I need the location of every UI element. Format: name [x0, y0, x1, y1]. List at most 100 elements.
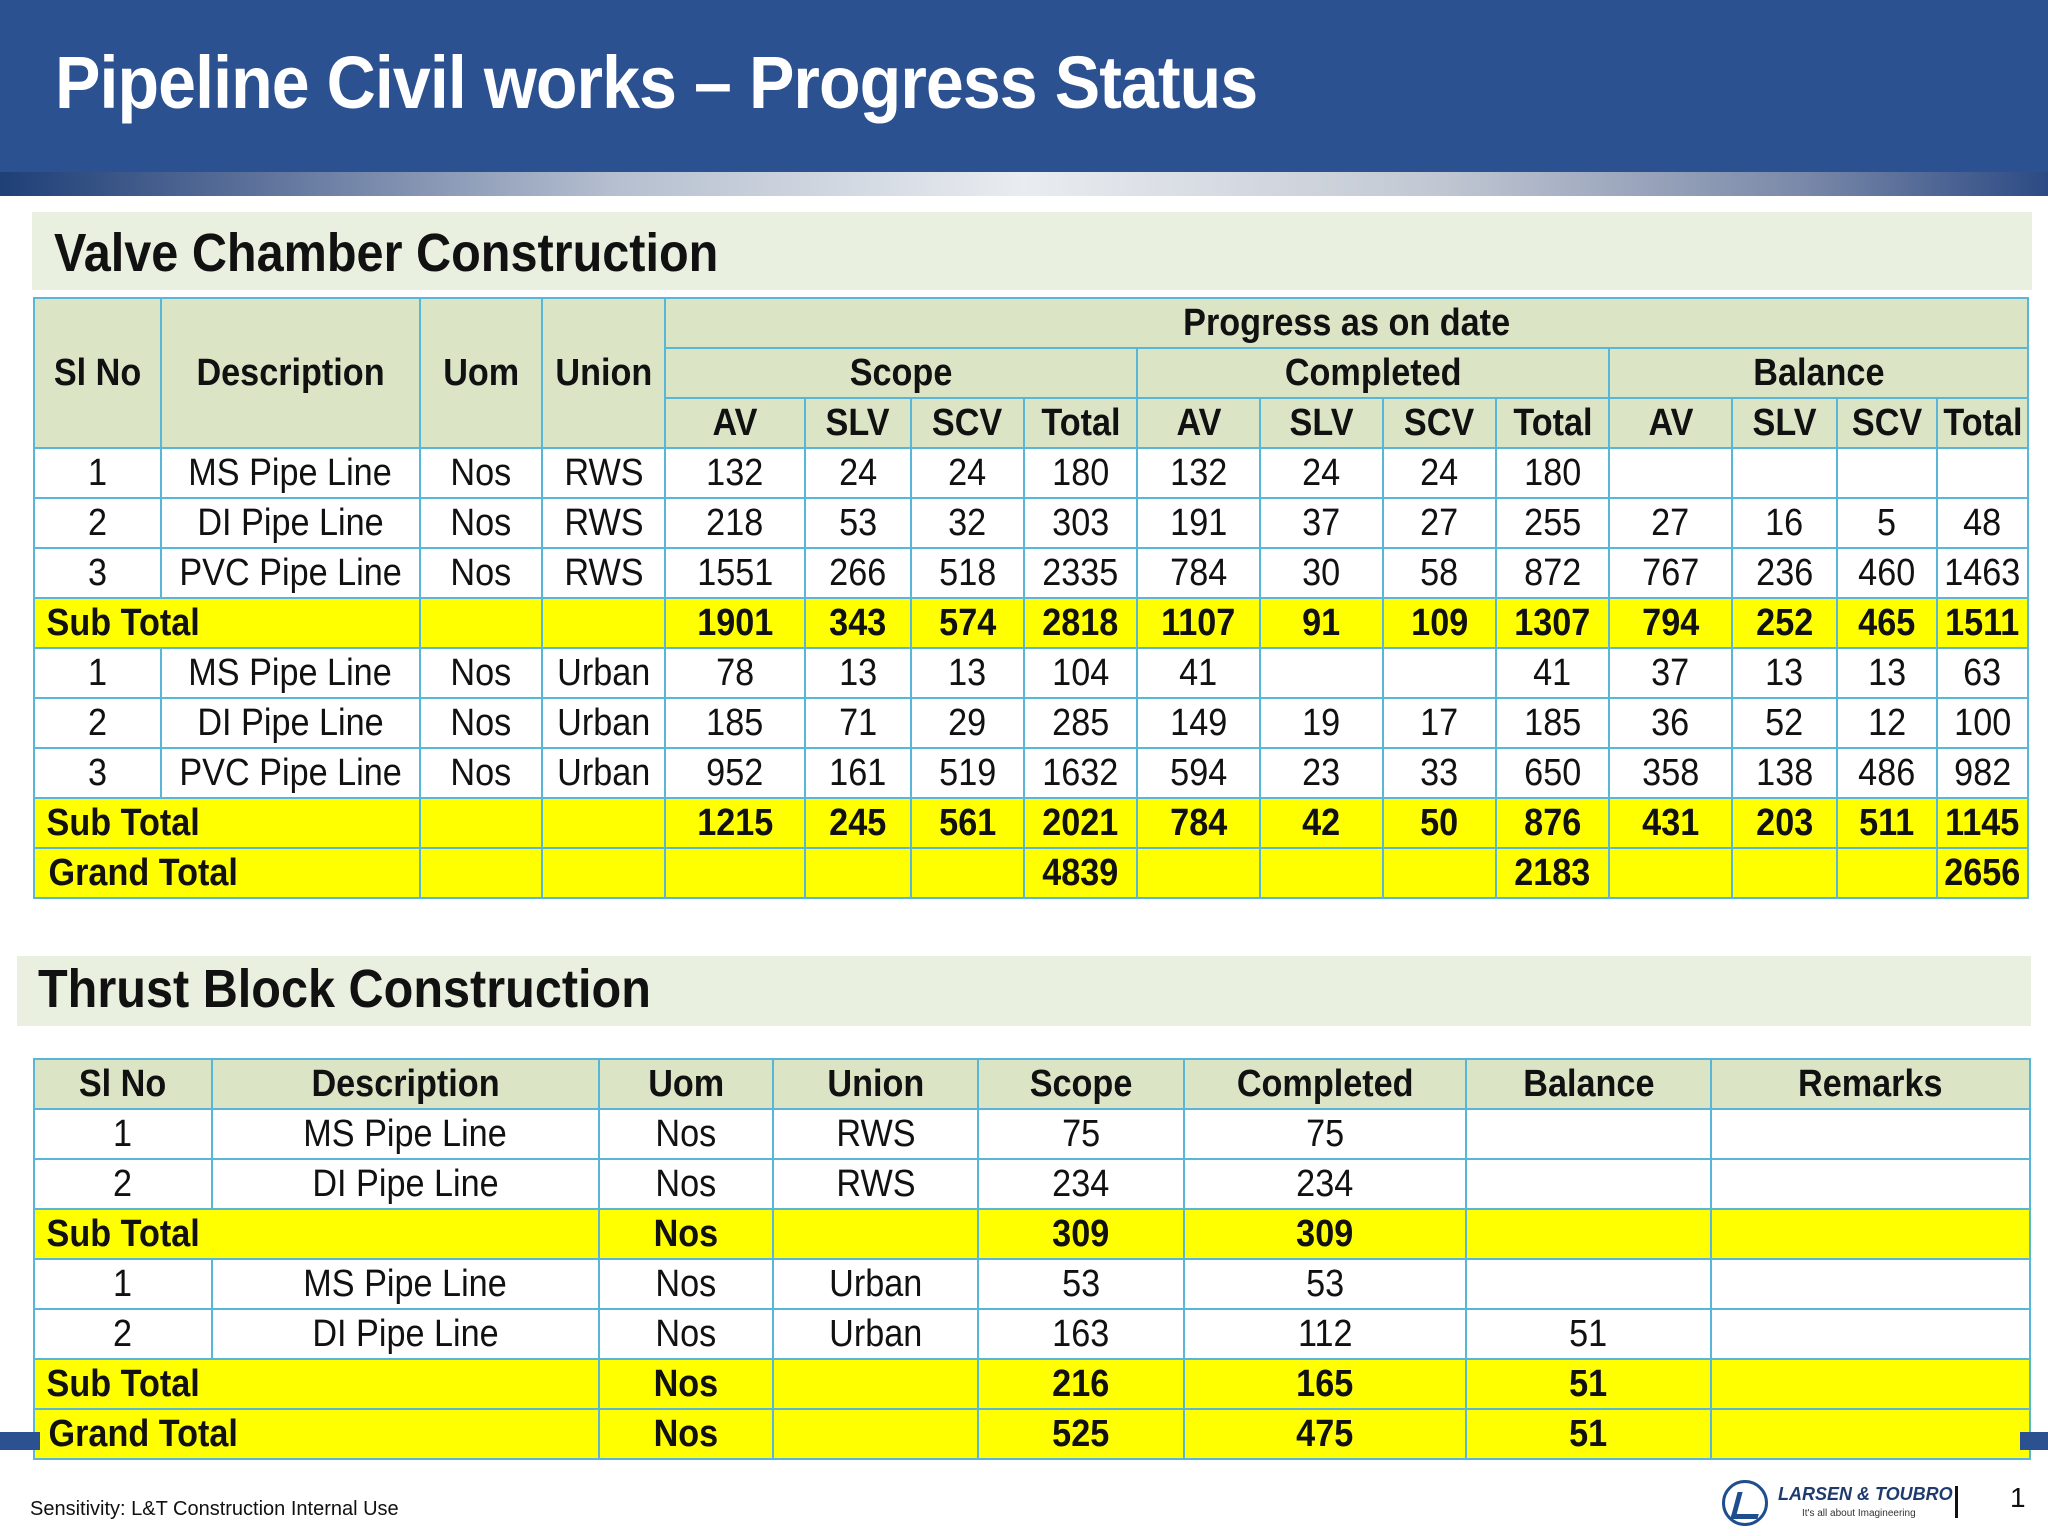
table-cell: 1 — [33, 647, 162, 699]
table-cell: 19 — [1259, 697, 1384, 749]
table-cell: 2335 — [1023, 547, 1138, 599]
table-cell: 71 — [804, 697, 912, 749]
footer-accent-right — [2020, 1432, 2048, 1450]
header-scope: Scope — [664, 347, 1138, 399]
table-cell: 24 — [804, 447, 912, 499]
table-cell: 1215 — [664, 797, 806, 849]
table-cell: DI Pipe Line — [160, 497, 421, 549]
table-cell: 165 — [1183, 1358, 1467, 1410]
table-cell: 1145 — [1936, 797, 2029, 849]
table-cell: 37 — [1259, 497, 1384, 549]
table-cell — [419, 597, 543, 649]
table-cell: 236 — [1731, 547, 1838, 599]
table-cell: Nos — [419, 497, 543, 549]
table-cell: PVC Pipe Line — [160, 747, 421, 799]
table-cell: 876 — [1495, 797, 1610, 849]
table-cell: 42 — [1259, 797, 1384, 849]
table-cell: 5 — [1836, 497, 1938, 549]
subheader-scv: SCV — [1382, 397, 1497, 449]
table-cell: 163 — [977, 1308, 1185, 1360]
table-cell: 343 — [804, 597, 912, 649]
table-cell — [1259, 847, 1384, 899]
table-cell: 91 — [1259, 597, 1384, 649]
table-cell: 358 — [1608, 747, 1733, 799]
table-cell: 109 — [1382, 597, 1497, 649]
table-cell: Nos — [598, 1258, 774, 1310]
table-cell — [1136, 847, 1261, 899]
sensitivity-label: Sensitivity: L&T Construction Internal U… — [30, 1498, 399, 1520]
table-cell: 78 — [664, 647, 806, 699]
row-label: Sub Total — [33, 797, 421, 849]
header-banner: Pipeline Civil works – Progress Status — [0, 0, 2048, 172]
table-cell: RWS — [772, 1158, 979, 1210]
table-cell — [910, 847, 1025, 899]
table-cell: RWS — [541, 547, 666, 599]
subheader-total: Total — [1936, 397, 2029, 449]
table-cell — [1836, 447, 1938, 499]
table-cell: 285 — [1023, 697, 1138, 749]
table-cell: 1 — [33, 1108, 213, 1160]
table-cell: 53 — [977, 1258, 1185, 1310]
table-cell: 23 — [1259, 747, 1384, 799]
table-cell — [1710, 1158, 2031, 1210]
table-cell: 511 — [1836, 797, 1938, 849]
table-cell: 234 — [1183, 1158, 1467, 1210]
table-cell: 2 — [33, 1308, 213, 1360]
table-cell: 1107 — [1136, 597, 1261, 649]
footer-divider — [1955, 1486, 1958, 1518]
table-cell: Nos — [598, 1208, 774, 1260]
table-cell: 784 — [1136, 797, 1261, 849]
valve-chamber-table: Sl No Description Uom Union Progress as … — [33, 297, 2029, 899]
table-cell: Nos — [598, 1408, 774, 1460]
table-cell: 650 — [1495, 747, 1610, 799]
table-cell: 52 — [1731, 697, 1838, 749]
table-cell: MS Pipe Line — [160, 647, 421, 699]
table-cell: PVC Pipe Line — [160, 547, 421, 599]
table-cell — [1608, 847, 1733, 899]
table-cell: Nos — [419, 547, 543, 599]
table-cell: 431 — [1608, 797, 1733, 849]
table-cell — [541, 847, 666, 899]
table-cell — [419, 847, 543, 899]
header-balance: Balance — [1608, 347, 2029, 399]
table-cell: 203 — [1731, 797, 1838, 849]
table-cell: 460 — [1836, 547, 1938, 599]
header-completed: Completed — [1183, 1058, 1467, 1110]
valve-section-title: Valve Chamber Construction — [54, 223, 719, 283]
table-row: 3 PVC Pipe Line Nos Urban 952 161 519 1632 594 23… — [33, 747, 2029, 799]
table-cell: 561 — [910, 797, 1025, 849]
table-cell: 53 — [1183, 1258, 1467, 1310]
row-label: Sub Total — [33, 1208, 600, 1260]
header-completed: Completed — [1136, 347, 1610, 399]
table-cell: 41 — [1495, 647, 1610, 699]
table-cell: 2183 — [1495, 847, 1610, 899]
table-cell — [1382, 847, 1497, 899]
table-cell: 252 — [1731, 597, 1838, 649]
table-cell: 51 — [1465, 1358, 1712, 1410]
page-number: 1 — [2010, 1482, 2026, 1513]
table-cell: 784 — [1136, 547, 1261, 599]
table-cell: 48 — [1936, 497, 2029, 549]
table-row: 1 MS Pipe Line Nos RWS 132 24 24 180 132 24 24 180 — [33, 447, 2029, 499]
table-cell: Urban — [541, 697, 666, 749]
table-cell: 2021 — [1023, 797, 1138, 849]
table-cell: 30 — [1259, 547, 1384, 599]
table-cell: 245 — [804, 797, 912, 849]
table-cell: 266 — [804, 547, 912, 599]
table-cell — [541, 797, 666, 849]
table-cell: 3 — [33, 547, 162, 599]
table-cell: 2818 — [1023, 597, 1138, 649]
table-cell — [1731, 847, 1838, 899]
table-cell: DI Pipe Line — [211, 1308, 600, 1360]
table-cell: MS Pipe Line — [211, 1258, 600, 1310]
subtotal-row: Sub Total 1901 343 574 2818 1107 91 109 1307 794 2… — [33, 597, 2029, 649]
table-cell: 24 — [910, 447, 1025, 499]
table-row: 2 DI Pipe Line Nos Urban 185 71 29 285 149 19 17 18… — [33, 697, 2029, 749]
table-cell — [1710, 1408, 2031, 1460]
table-cell — [1608, 447, 1733, 499]
table-cell: 24 — [1382, 447, 1497, 499]
table-cell: 29 — [910, 697, 1025, 749]
table-cell: 1551 — [664, 547, 806, 599]
table-row: 1 MS Pipe Line Nos Urban 53 53 — [33, 1258, 2031, 1310]
table-cell: 75 — [1183, 1108, 1467, 1160]
